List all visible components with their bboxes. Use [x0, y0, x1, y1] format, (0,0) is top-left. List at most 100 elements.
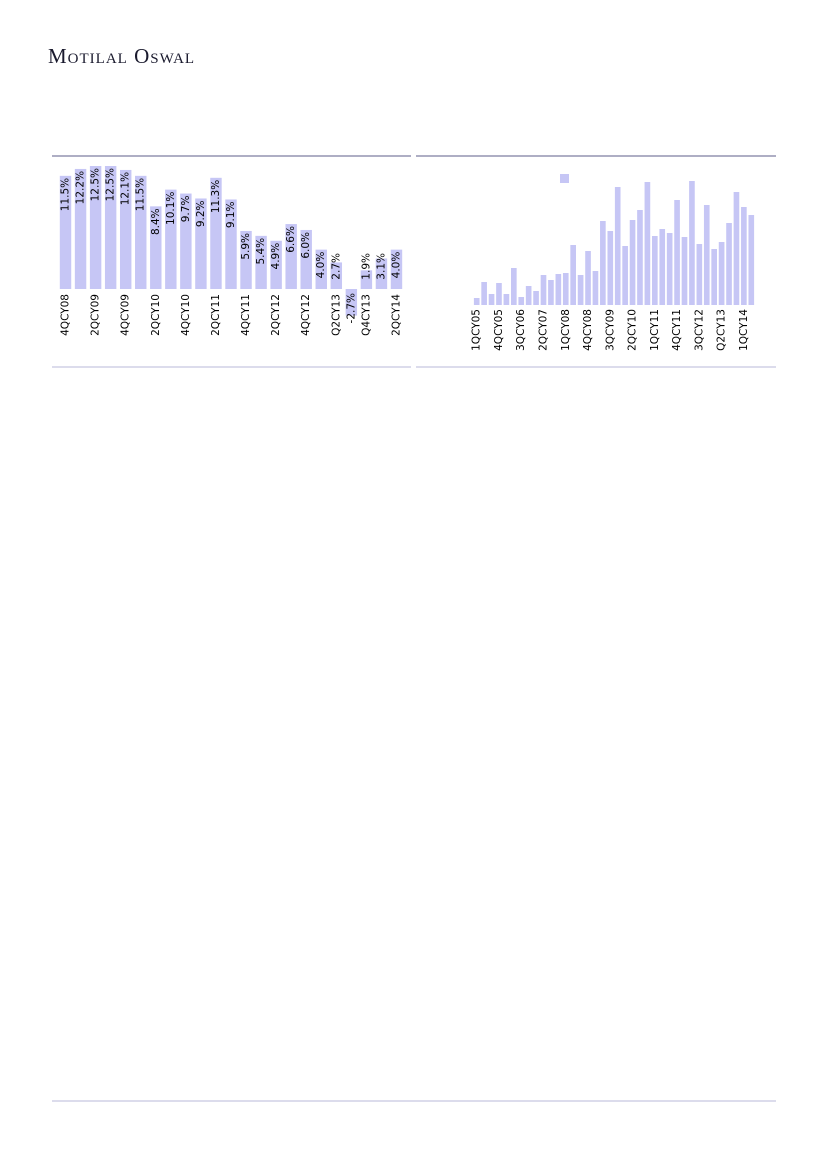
bar	[74, 168, 87, 289]
bar	[300, 229, 312, 289]
bar	[104, 166, 117, 289]
value-label: 9.1%	[225, 201, 237, 228]
bar	[659, 229, 666, 305]
bar	[150, 206, 162, 289]
x-tick-label: 4QCY12	[300, 294, 312, 336]
value-label: 2.7%	[330, 253, 342, 280]
x-tick-label: 1QCY11	[649, 309, 661, 351]
bar	[510, 268, 517, 305]
bar	[644, 182, 651, 305]
value-label: 6.0%	[300, 232, 312, 259]
bar	[651, 236, 658, 305]
bar	[180, 193, 192, 289]
bar	[315, 249, 327, 289]
bar	[165, 189, 177, 289]
x-tick-label: 2QCY11	[210, 294, 222, 336]
bar	[622, 246, 628, 305]
x-tick-label: 1QCY14	[738, 309, 750, 351]
bar	[518, 297, 525, 305]
bar	[585, 251, 591, 305]
bar	[666, 233, 673, 305]
bar	[689, 181, 695, 305]
value-label: 12.5%	[105, 168, 117, 201]
bar	[696, 244, 703, 305]
bar	[496, 283, 502, 305]
x-tick-label: Q4CY13	[360, 294, 372, 336]
value-label: 9.2%	[195, 200, 207, 227]
bar	[562, 273, 569, 305]
value-label: 12.2%	[75, 171, 87, 204]
bar	[703, 205, 710, 305]
x-tick-label: 2QCY10	[150, 294, 162, 336]
value-label: -2.7%	[345, 293, 357, 323]
bar	[59, 175, 72, 289]
x-tick-label: 3QCY12	[693, 309, 705, 351]
bar	[330, 262, 343, 289]
value-label: 12.1%	[120, 172, 132, 205]
bar	[718, 242, 725, 305]
bar	[360, 270, 373, 289]
bar	[548, 280, 554, 305]
bar	[711, 249, 718, 305]
bar	[533, 291, 539, 305]
bar	[285, 224, 297, 289]
bar	[607, 231, 614, 305]
bar	[600, 221, 606, 305]
bar	[375, 258, 388, 289]
value-label: 4.0%	[315, 252, 327, 279]
x-tick-label: 2QCY07	[538, 309, 550, 351]
value-label: 5.9%	[240, 233, 252, 260]
value-label: 1.9%	[360, 253, 372, 280]
x-tick-label: Q2CY13	[716, 309, 728, 351]
bar	[525, 286, 532, 305]
bar	[270, 240, 282, 289]
bar	[481, 282, 487, 305]
bar	[345, 289, 358, 316]
x-tick-label: 2QCY14	[390, 294, 402, 336]
bar	[210, 177, 222, 289]
value-label: 11.3%	[210, 180, 222, 213]
bar	[592, 271, 599, 305]
bar	[89, 166, 102, 289]
x-tick-label: 4QCY11	[240, 294, 252, 336]
bar	[681, 237, 688, 305]
value-label: 3.1%	[375, 253, 387, 280]
bar	[240, 230, 252, 289]
bar	[555, 274, 562, 305]
x-tick-label: 4QCY11	[671, 309, 683, 351]
bar	[255, 235, 267, 289]
value-label: 4.0%	[390, 252, 402, 279]
x-tick-label: Q2CY13	[330, 294, 342, 336]
bar	[225, 199, 237, 289]
bar	[135, 175, 147, 289]
x-tick-label: 4QCY05	[493, 309, 505, 351]
x-tick-label: 4QCY08	[582, 309, 594, 351]
x-tick-label: 2QCY09	[90, 294, 102, 336]
bar	[503, 294, 510, 305]
bar	[577, 275, 584, 305]
value-label: 12.5%	[90, 168, 102, 201]
bar	[629, 220, 636, 305]
value-label: 6.6%	[285, 226, 297, 253]
x-tick-label: 2QCY12	[270, 294, 282, 336]
x-tick-label: 1QCY05	[471, 309, 483, 351]
x-tick-label: 1QCY08	[560, 309, 572, 351]
value-label: 4.9%	[270, 243, 282, 270]
bar	[674, 200, 680, 305]
legend-swatch	[560, 174, 569, 183]
x-tick-label: 4QCY09	[120, 294, 132, 336]
x-tick-label: 4QCY08	[60, 294, 72, 336]
bar	[570, 245, 577, 305]
x-tick-label: 3QCY06	[515, 309, 527, 351]
value-label: 10.1%	[165, 192, 177, 225]
x-tick-label: 4QCY10	[180, 294, 192, 336]
x-tick-label: 3QCY09	[604, 309, 616, 351]
bar	[726, 223, 732, 305]
bar	[540, 275, 547, 305]
value-label: 9.7%	[180, 196, 192, 223]
bar	[637, 210, 643, 305]
x-tick-label: 2QCY10	[627, 309, 639, 351]
value-label: 8.4%	[150, 208, 162, 235]
